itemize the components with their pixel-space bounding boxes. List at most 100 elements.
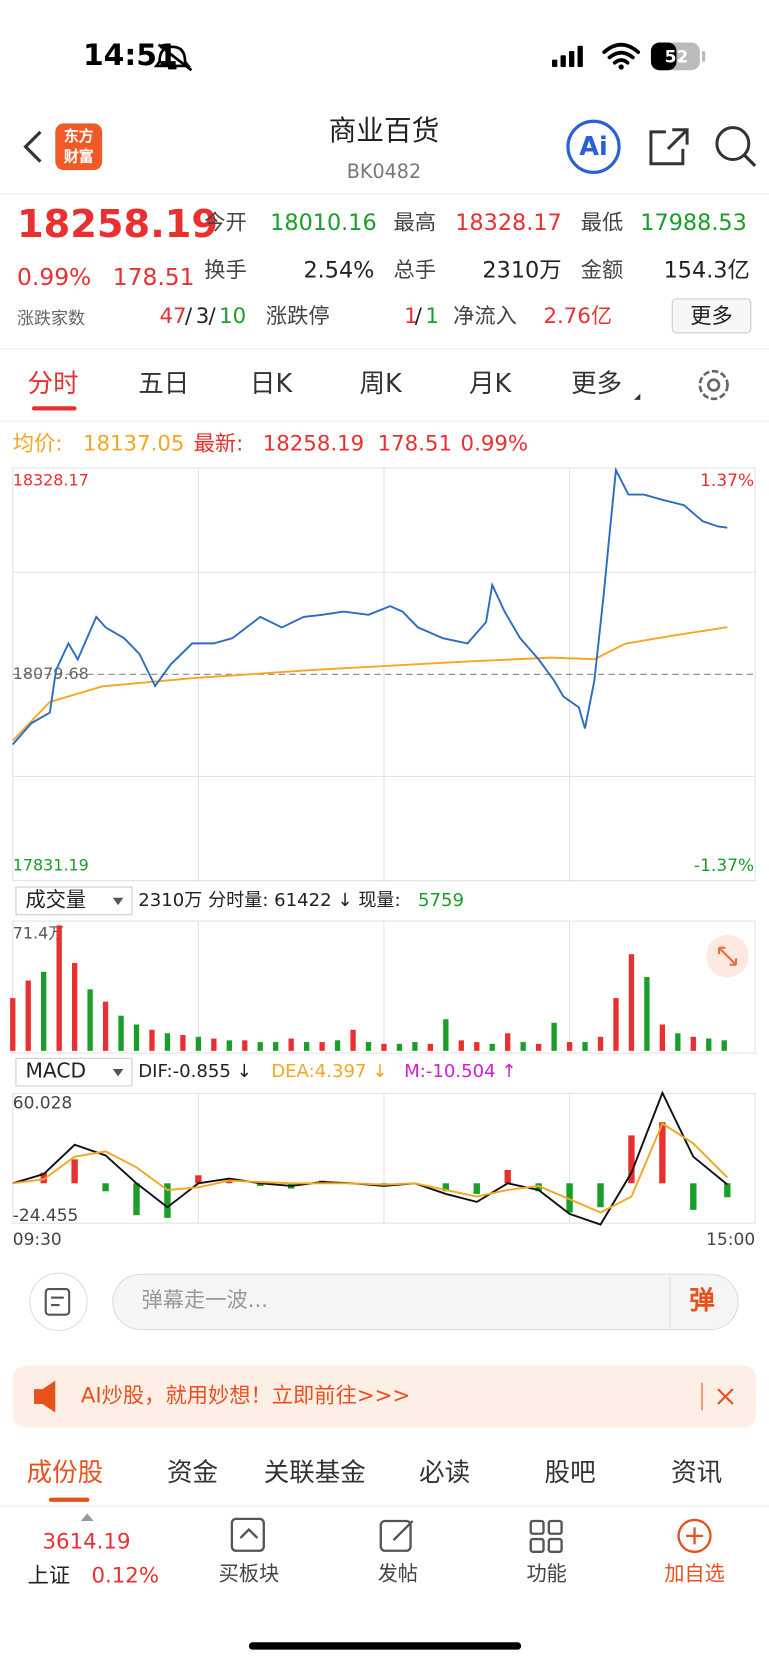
volume-bar [644, 977, 650, 1051]
field-label: 最低 [581, 210, 624, 235]
volume-bar [412, 1042, 418, 1051]
volume-bar [675, 1033, 681, 1051]
y-tick-label: 17831.19 [13, 855, 89, 874]
expand-icon[interactable] [706, 934, 749, 978]
footer-button[interactable]: 买板块 [219, 1562, 280, 1586]
comment-bar[interactable] [29, 1272, 739, 1332]
comment-input: 弹幕走一波... [141, 1288, 268, 1313]
banner[interactable] [12, 1365, 757, 1428]
volume-current: 5759 [418, 890, 464, 911]
macd-bar [195, 1175, 202, 1184]
bottom-tab[interactable]: 关联基金 [264, 1458, 366, 1488]
volume-bar [242, 1040, 248, 1051]
chart-tab[interactable]: 日K [250, 369, 294, 399]
dividers [0, 193, 769, 422]
last-value: 18258.19 [263, 432, 364, 457]
volume-bar [133, 1024, 140, 1051]
chart-tab[interactable]: 月K [469, 369, 513, 399]
average-line [12, 626, 728, 742]
macd-bar [628, 1135, 635, 1184]
chart-tab[interactable]: 五日 [138, 369, 189, 399]
field-label: 换手 [204, 258, 247, 283]
volume-bar [427, 1043, 434, 1051]
macd-bar [102, 1183, 109, 1192]
footer-button[interactable]: 加自选 [664, 1562, 725, 1586]
volume-bar [164, 1033, 171, 1051]
breadth-count: 3 [196, 304, 210, 329]
macd-bar [690, 1183, 697, 1210]
volume-bar [659, 1024, 666, 1051]
volume-bar [365, 1042, 372, 1051]
limit-count: 1 [425, 304, 439, 329]
last-pct: 0.99% [461, 432, 529, 457]
volume-bar [597, 1036, 604, 1051]
y-tick-label: 60.028 [13, 1093, 72, 1113]
header-icons[interactable] [23, 119, 757, 174]
y-tick-label: -24.455 [13, 1206, 79, 1226]
gear-icon[interactable] [698, 369, 729, 401]
volume-bar [226, 1040, 232, 1051]
logo-text: 东方 [64, 127, 94, 145]
volume-bar [211, 1038, 217, 1051]
bottom-tab[interactable]: 成份股 [27, 1458, 104, 1488]
limit-count: 1 [404, 304, 418, 329]
volume-bar [628, 954, 635, 1051]
y2-tick-label: -1.37% [694, 856, 754, 876]
volume-bar [71, 962, 78, 1051]
macd-bar [442, 1183, 450, 1192]
breadth-count: / [208, 304, 216, 329]
more-label: 更多 [690, 304, 733, 329]
y-tick-label: 18079.68 [13, 664, 89, 683]
volume-bar [706, 1038, 712, 1051]
field-value: 18010.16 [270, 210, 377, 236]
bottom-tab[interactable]: 资金 [167, 1458, 218, 1488]
bottom-tab[interactable]: 资讯 [671, 1458, 722, 1488]
x-tick-label: 09:30 [13, 1230, 62, 1250]
volume-bar [582, 1042, 588, 1051]
volume-bar [721, 1040, 727, 1051]
footer-icons[interactable] [230, 1517, 712, 1554]
chart-tab[interactable]: 分时 [28, 369, 79, 399]
volume-bar [87, 989, 93, 1051]
footer-button[interactable]: 发帖 [378, 1562, 418, 1586]
macd-bar [40, 1172, 47, 1184]
field-value: 17988.53 [640, 210, 747, 236]
avg-value: 18137.05 [83, 432, 184, 457]
bottom-tab[interactable]: 必读 [419, 1458, 470, 1488]
danmaku-button: 弹 [689, 1286, 715, 1316]
limit-count: / [415, 304, 423, 329]
more-button[interactable] [671, 298, 752, 334]
status-time: 14:51 [83, 38, 178, 73]
macd-bar [473, 1183, 480, 1194]
netflow-label: 净流入 [453, 304, 517, 329]
volume-bar [288, 1038, 294, 1051]
chart-tab[interactable]: 周K [360, 369, 404, 399]
volume-selector: 成交量 [26, 887, 87, 911]
field-label: 今开 [204, 210, 247, 235]
status-icons [153, 42, 706, 72]
field-value: 2310万 [482, 258, 561, 284]
volume-bar [102, 1001, 109, 1051]
bottom-tab[interactable]: 股吧 [545, 1458, 596, 1488]
avg-label: 均价: [13, 432, 63, 457]
y2-tick-label: 1.37% [700, 471, 754, 491]
volume-bar [505, 1033, 511, 1051]
volume-bar [489, 1043, 495, 1051]
chart-tab[interactable]: 更多 [571, 369, 622, 399]
volume-bar [613, 998, 619, 1051]
volume-bar [180, 1035, 186, 1051]
macd-bar [535, 1183, 542, 1192]
volume-bar [551, 1022, 557, 1051]
volume-bar [350, 1029, 356, 1051]
volume-bar [566, 1042, 573, 1051]
footer-button[interactable]: 功能 [527, 1562, 567, 1586]
field-label: 金额 [581, 258, 624, 283]
macd-bar [71, 1159, 78, 1184]
field-label: 总手 [394, 258, 437, 283]
breadth-count: 47 [160, 304, 187, 329]
field-value: 2.54% [303, 258, 374, 284]
battery-level: 52 [665, 47, 689, 67]
stock-code: BK0482 [347, 160, 421, 183]
macd-bar [597, 1183, 604, 1208]
